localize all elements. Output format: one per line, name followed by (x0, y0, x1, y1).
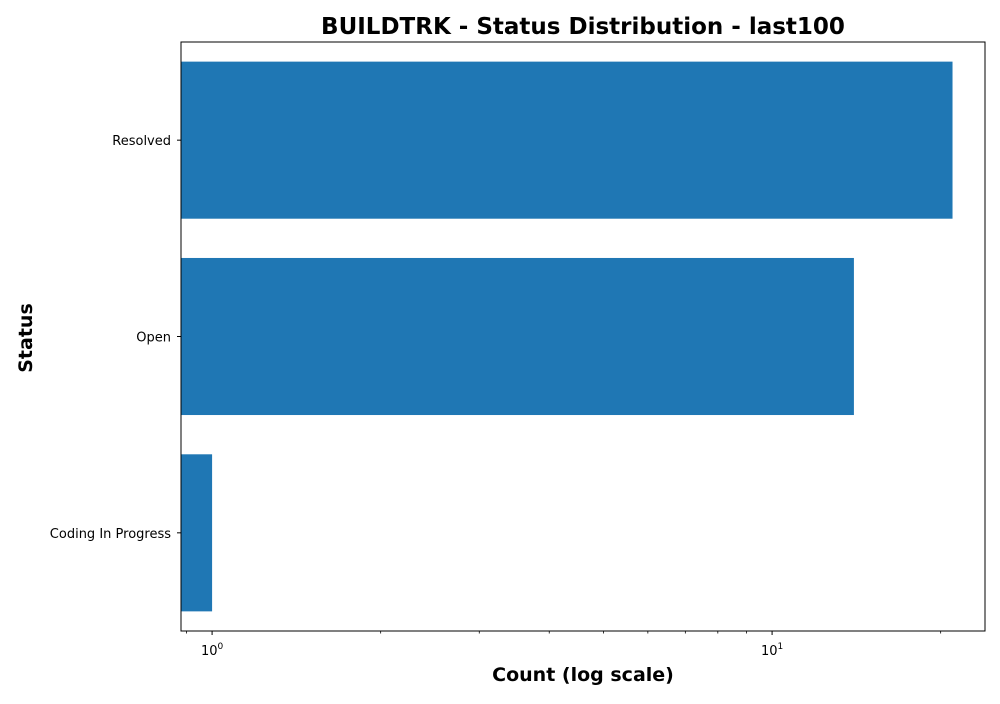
bar-open (181, 257, 854, 416)
y-ticks: Resolved Open Coding In Progress (50, 134, 181, 542)
y-tick-label: Resolved (112, 134, 171, 149)
bar-coding-in-progress (181, 454, 213, 612)
chart-title: BUILDTRK - Status Distribution - last100 (321, 14, 845, 40)
y-axis-label: Status (15, 303, 37, 373)
bar-resolved (181, 61, 953, 219)
x-tick-label: 101 (761, 642, 783, 659)
y-tick-label: Open (136, 331, 171, 346)
x-major-ticks: 100 101 (201, 631, 783, 659)
y-tick-label: Coding In Progress (50, 527, 171, 542)
x-axis-label: Count (log scale) (492, 664, 674, 686)
x-tick-label: 100 (201, 642, 224, 659)
plot-frame (180, 41, 986, 632)
bars-group (181, 61, 953, 612)
